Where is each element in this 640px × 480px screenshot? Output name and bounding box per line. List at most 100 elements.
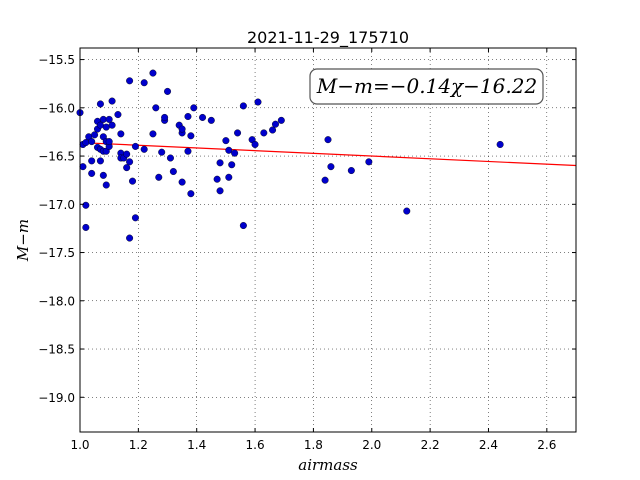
data-point <box>225 146 233 154</box>
data-point <box>321 176 329 184</box>
x-tick-label: 2.0 <box>362 438 381 452</box>
data-point <box>234 129 242 137</box>
data-point <box>105 115 113 123</box>
data-point <box>126 234 134 242</box>
grid <box>79 48 576 432</box>
data-point <box>108 97 116 105</box>
plot-area <box>80 48 576 432</box>
data-point <box>187 132 195 140</box>
x-tick-label: 2.2 <box>421 438 440 452</box>
data-point <box>117 130 125 138</box>
data-point <box>225 173 233 181</box>
plot-frame <box>79 47 577 433</box>
data-point <box>216 187 224 195</box>
data-point <box>324 136 332 144</box>
y-tick-label: −17.0 <box>38 198 75 212</box>
data-point <box>327 163 335 171</box>
data-point <box>82 223 90 231</box>
data-point <box>96 121 104 129</box>
data-point <box>108 121 116 129</box>
data-point <box>96 100 104 108</box>
x-tick-label: 1.0 <box>70 438 89 452</box>
data-point <box>496 140 504 148</box>
equation-annotation: M−m=−0.14χ−16.22 <box>316 74 537 98</box>
y-tick-label: −16.5 <box>38 150 75 164</box>
data-point <box>239 102 247 110</box>
y-tick-label: −19.0 <box>38 391 75 405</box>
data-point <box>149 130 157 138</box>
y-tick-label: −17.5 <box>38 246 75 260</box>
chart-title: 2021-11-29_175710 <box>247 28 409 48</box>
y-tick-label: −18.5 <box>38 343 75 357</box>
data-point <box>166 154 174 162</box>
data-points <box>76 69 504 242</box>
data-point <box>271 120 279 128</box>
data-point <box>99 115 107 123</box>
data-point <box>190 104 198 112</box>
data-point <box>126 158 134 166</box>
data-point <box>260 129 268 137</box>
x-tick-label: 2.4 <box>479 438 498 452</box>
data-point <box>178 178 186 186</box>
data-point <box>158 148 166 156</box>
data-point <box>129 177 137 185</box>
data-point <box>216 159 224 167</box>
data-point <box>155 173 163 181</box>
data-point <box>161 113 169 121</box>
data-point <box>82 201 90 209</box>
data-point <box>79 163 87 171</box>
data-point <box>184 147 192 155</box>
y-tick-label: −16.0 <box>38 101 75 115</box>
y-tick-labels: −15.5 −16.0 −16.5 −17.0 −17.5 −18.0 −18.5 −19.0 <box>38 53 75 405</box>
x-tick-label: 1.2 <box>129 438 148 452</box>
data-point <box>164 87 172 95</box>
x-tick-label: 1.4 <box>187 438 206 452</box>
x-tick-label: 2.6 <box>537 438 556 452</box>
data-point <box>222 137 230 145</box>
data-point <box>239 222 247 230</box>
data-point <box>149 69 157 77</box>
data-point <box>131 142 139 150</box>
data-point <box>96 157 104 165</box>
y-tick-label: −18.0 <box>38 294 75 308</box>
data-point <box>213 175 221 183</box>
data-point <box>365 158 373 166</box>
data-point <box>140 79 148 87</box>
data-point <box>347 167 355 175</box>
fit-line-group <box>79 141 577 167</box>
axis-ticks <box>79 48 576 432</box>
data-point <box>88 138 96 146</box>
x-tick-label: 1.8 <box>304 438 323 452</box>
x-tick-label: 1.6 <box>246 438 265 452</box>
data-point <box>228 161 236 169</box>
data-point <box>269 126 277 134</box>
data-point <box>105 138 113 146</box>
data-point <box>123 164 131 172</box>
data-point <box>178 125 186 133</box>
data-point <box>82 139 90 147</box>
data-point <box>254 98 262 106</box>
data-point <box>277 116 285 124</box>
data-point <box>169 167 177 175</box>
data-point <box>199 113 207 121</box>
data-point <box>99 171 107 179</box>
data-point <box>131 214 139 222</box>
y-tick-label: −15.5 <box>38 53 75 67</box>
data-point <box>231 149 239 157</box>
x-tick-labels: 1.0 1.2 1.4 1.6 1.8 2.0 2.2 2.4 2.6 <box>70 438 556 452</box>
data-point <box>140 145 148 153</box>
data-point <box>91 131 99 139</box>
data-point <box>88 169 96 177</box>
data-point <box>102 123 110 131</box>
fit-line <box>79 141 577 167</box>
data-point <box>123 150 131 158</box>
data-point <box>403 207 411 215</box>
data-point <box>187 190 195 198</box>
data-point <box>102 181 110 189</box>
data-point <box>152 104 160 112</box>
data-point <box>114 111 122 119</box>
data-point <box>251 140 259 148</box>
data-point <box>126 77 134 85</box>
equation-box <box>309 68 544 105</box>
